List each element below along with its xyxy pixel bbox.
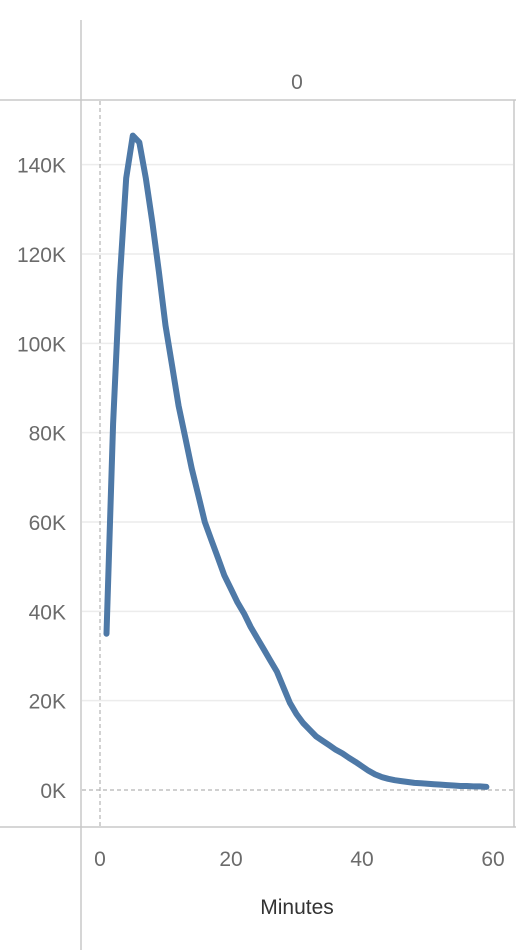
x-tick-label: 20 [219,848,242,871]
y-tick-label: 100K [17,333,66,356]
x-tick-label: 40 [350,848,373,871]
y-tick-label: 60K [29,512,66,535]
y-tick-label: 20K [29,691,66,714]
y-tick-label: 80K [29,423,66,446]
y-tick-label: 140K [17,155,66,178]
column-header: 0 [291,71,303,94]
series-line [103,132,490,790]
y-tick-label: 40K [29,601,66,624]
y-tick-label: 0K [40,780,66,803]
frame-lines [0,20,516,950]
x-tick-label: 60 [481,848,504,871]
y-tick-label: 120K [17,244,66,267]
x-tick-labels: 0 20 40 60 [94,848,505,871]
gridlines [82,163,513,702]
series-lines [103,132,490,790]
x-tick-label: 0 [94,848,106,871]
reference-lines [82,101,513,826]
y-tick-labels: 0K 20K 40K 60K 80K 100K 120K 140K [17,155,66,803]
x-axis-title: Minutes [260,896,334,919]
